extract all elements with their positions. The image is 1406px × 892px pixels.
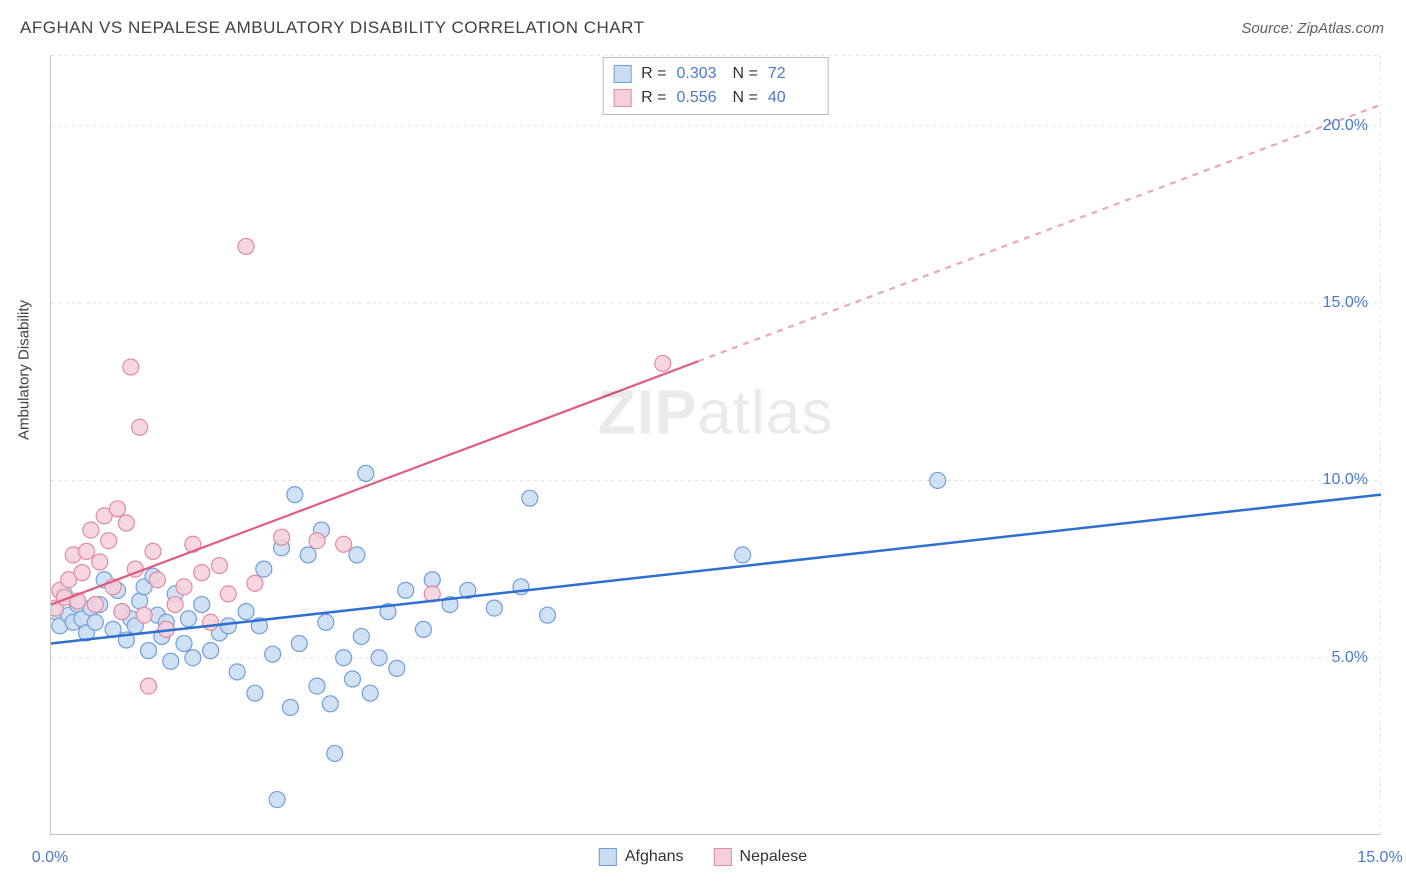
x-tick-label: 0.0%: [32, 849, 68, 867]
source-attribution: Source: ZipAtlas.com: [1241, 20, 1384, 37]
x-tick-label: 15.0%: [1357, 849, 1402, 867]
y-tick-label: 15.0%: [1323, 294, 1368, 312]
legend-swatch-nepalese: [714, 848, 732, 866]
n-label: N =: [733, 62, 758, 86]
chart-title: AFGHAN VS NEPALESE AMBULATORY DISABILITY…: [20, 18, 644, 38]
n-value-afghans: 72: [768, 62, 814, 86]
legend-swatch-afghans: [599, 848, 617, 866]
r-value-afghans: 0.303: [677, 62, 723, 86]
source-label: Source:: [1241, 20, 1293, 37]
legend-item-nepalese: Nepalese: [714, 848, 808, 866]
y-tick-label: 5.0%: [1332, 649, 1368, 667]
y-tick-label: 10.0%: [1323, 471, 1368, 489]
r-value-nepalese: 0.556: [677, 86, 723, 110]
y-tick-label: 20.0%: [1323, 117, 1368, 135]
r-label: R =: [641, 86, 666, 110]
chart-svg: [51, 55, 1381, 835]
legend-label-nepalese: Nepalese: [740, 848, 808, 866]
plot-area: ZIPatlas R = 0.303 N = 72 R = 0.556 N = …: [50, 55, 1380, 835]
correlation-legend: R = 0.303 N = 72 R = 0.556 N = 40: [602, 57, 829, 115]
legend-swatch-nepalese: [613, 89, 631, 107]
legend-item-afghans: Afghans: [599, 848, 684, 866]
legend-label-afghans: Afghans: [625, 848, 684, 866]
legend-row: R = 0.556 N = 40: [613, 86, 814, 110]
y-axis-label: Ambulatory Disability: [16, 300, 33, 440]
r-label: R =: [641, 62, 666, 86]
legend-row: R = 0.303 N = 72: [613, 62, 814, 86]
n-value-nepalese: 40: [768, 86, 814, 110]
series-legend: Afghans Nepalese: [599, 848, 807, 866]
n-label: N =: [733, 86, 758, 110]
legend-swatch-afghans: [613, 65, 631, 83]
source-value: ZipAtlas.com: [1297, 20, 1384, 37]
